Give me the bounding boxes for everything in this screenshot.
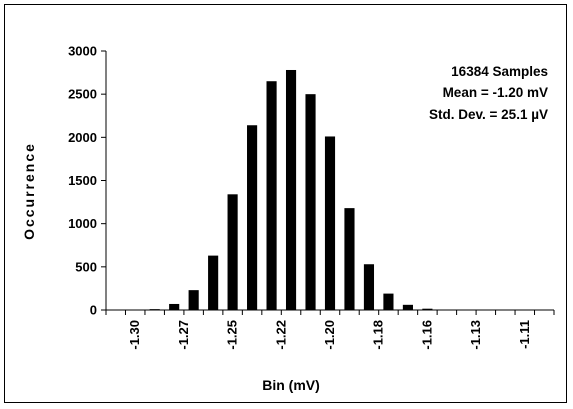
y-tick-label: 500 xyxy=(75,259,97,274)
bar xyxy=(402,304,413,310)
y-axis-title: Occurrence xyxy=(21,142,37,240)
x-ticks-group: -1.30 -1.27 -1.25 -1.22 -1.20 -1.18 -1.16 -1.13… xyxy=(105,310,555,350)
bars-group xyxy=(149,69,472,311)
x-tick-label: -1.13 xyxy=(468,320,483,350)
bar xyxy=(169,303,180,310)
bar xyxy=(266,81,277,310)
bar xyxy=(363,264,375,310)
y-ticks-group: 0 500 1000 1500 2000 2500 3000 xyxy=(68,44,106,318)
bar xyxy=(305,94,316,310)
x-tick-label: -1.25 xyxy=(225,320,240,350)
x-tick-label: -1.27 xyxy=(176,320,191,350)
annotation-samples: 16384 Samples xyxy=(451,64,548,79)
y-tick-label: 2500 xyxy=(68,87,97,102)
annotation-mean: Mean = -1.20 mV xyxy=(443,85,548,100)
x-tick-label: -1.16 xyxy=(419,320,434,350)
x-tick-label: -1.11 xyxy=(517,320,532,349)
y-tick-label: 2000 xyxy=(68,130,97,145)
x-tick-label: -1.20 xyxy=(322,320,337,350)
annotation-std-dev: Std. Dev. = 25.1 µV xyxy=(429,107,548,122)
x-tick-label: -1.22 xyxy=(273,320,288,350)
bar xyxy=(422,308,433,310)
x-axis-title: Bin (mV) xyxy=(262,377,320,393)
bar xyxy=(208,255,219,310)
y-tick-label: 0 xyxy=(90,303,97,318)
bar xyxy=(188,290,199,310)
bar xyxy=(324,136,336,310)
bar xyxy=(247,125,258,310)
histogram-chart: 0 500 1000 1500 2000 2500 3000 -1.30 -1.27 -1.25… xyxy=(21,44,555,393)
y-tick-label: 3000 xyxy=(68,44,97,59)
y-tick-label: 1000 xyxy=(68,216,97,231)
bar xyxy=(383,293,394,310)
bar xyxy=(285,69,297,311)
x-tick-label: -1.30 xyxy=(127,320,142,350)
y-tick-label: 1500 xyxy=(68,173,97,188)
x-tick-label: -1.18 xyxy=(371,320,386,350)
bar xyxy=(344,208,355,310)
chart-frame: 0 500 1000 1500 2000 2500 3000 -1.30 -1.27 -1.25… xyxy=(4,4,567,403)
bar xyxy=(227,194,238,310)
